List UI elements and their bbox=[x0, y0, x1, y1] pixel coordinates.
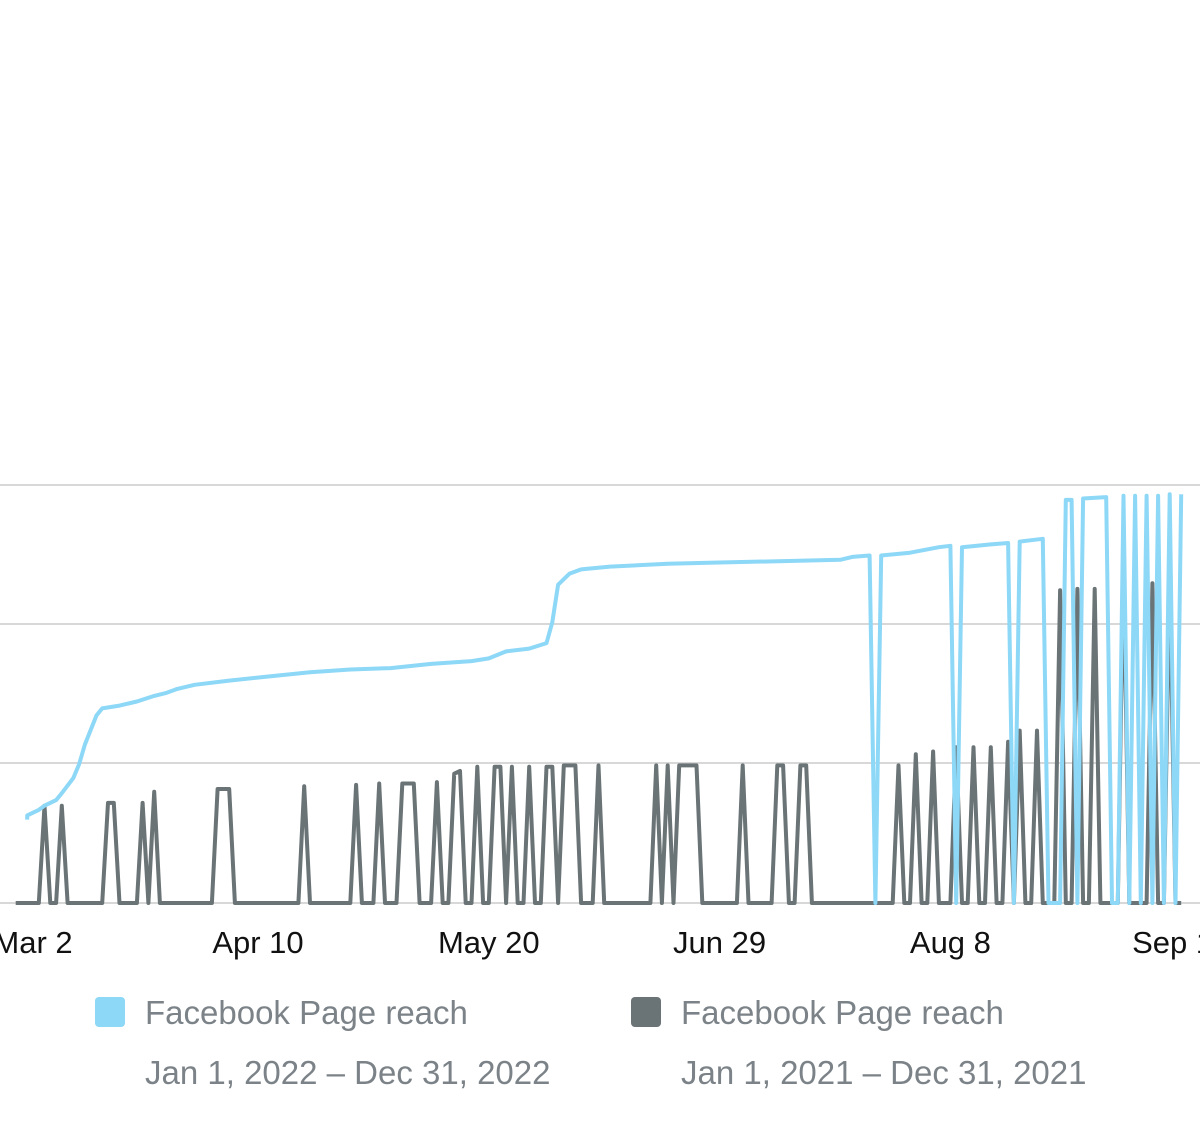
x-tick-label: May 20 bbox=[438, 925, 540, 960]
series-line-2022 bbox=[25, 492, 1184, 905]
legend-series-name: Facebook Page reach bbox=[681, 994, 1004, 1031]
legend-item-2021[interactable]: Facebook Page reach Jan 1, 2021 – Dec 31… bbox=[631, 990, 1086, 1096]
x-tick-label: Mar 2 bbox=[0, 925, 73, 960]
legend-swatch-2022 bbox=[95, 997, 125, 1027]
legend-item-2022[interactable]: Facebook Page reach Jan 1, 2022 – Dec 31… bbox=[95, 990, 550, 1096]
x-tick-label: Aug 8 bbox=[910, 925, 991, 960]
x-tick-label: Jun 29 bbox=[673, 925, 766, 960]
series-2022 bbox=[25, 492, 1184, 905]
series-2021 bbox=[15, 559, 1182, 905]
legend-date-range: Jan 1, 2021 – Dec 31, 2021 bbox=[681, 1054, 1087, 1091]
legend-series-name: Facebook Page reach bbox=[145, 994, 468, 1031]
legend-swatch-2021 bbox=[631, 997, 661, 1027]
x-tick-label: Apr 10 bbox=[212, 925, 303, 960]
x-tick-label: Sep 17 bbox=[1132, 925, 1200, 960]
legend-date-range: Jan 1, 2022 – Dec 31, 2022 bbox=[145, 1054, 551, 1091]
x-axis-tick-labels: Mar 2 Apr 10 May 20 Jun 29 Aug 8 Sep 17 bbox=[0, 925, 1200, 960]
series-line-2021 bbox=[15, 559, 1182, 905]
line-chart: Mar 2 Apr 10 May 20 Jun 29 Aug 8 Sep 17 bbox=[0, 484, 1200, 960]
